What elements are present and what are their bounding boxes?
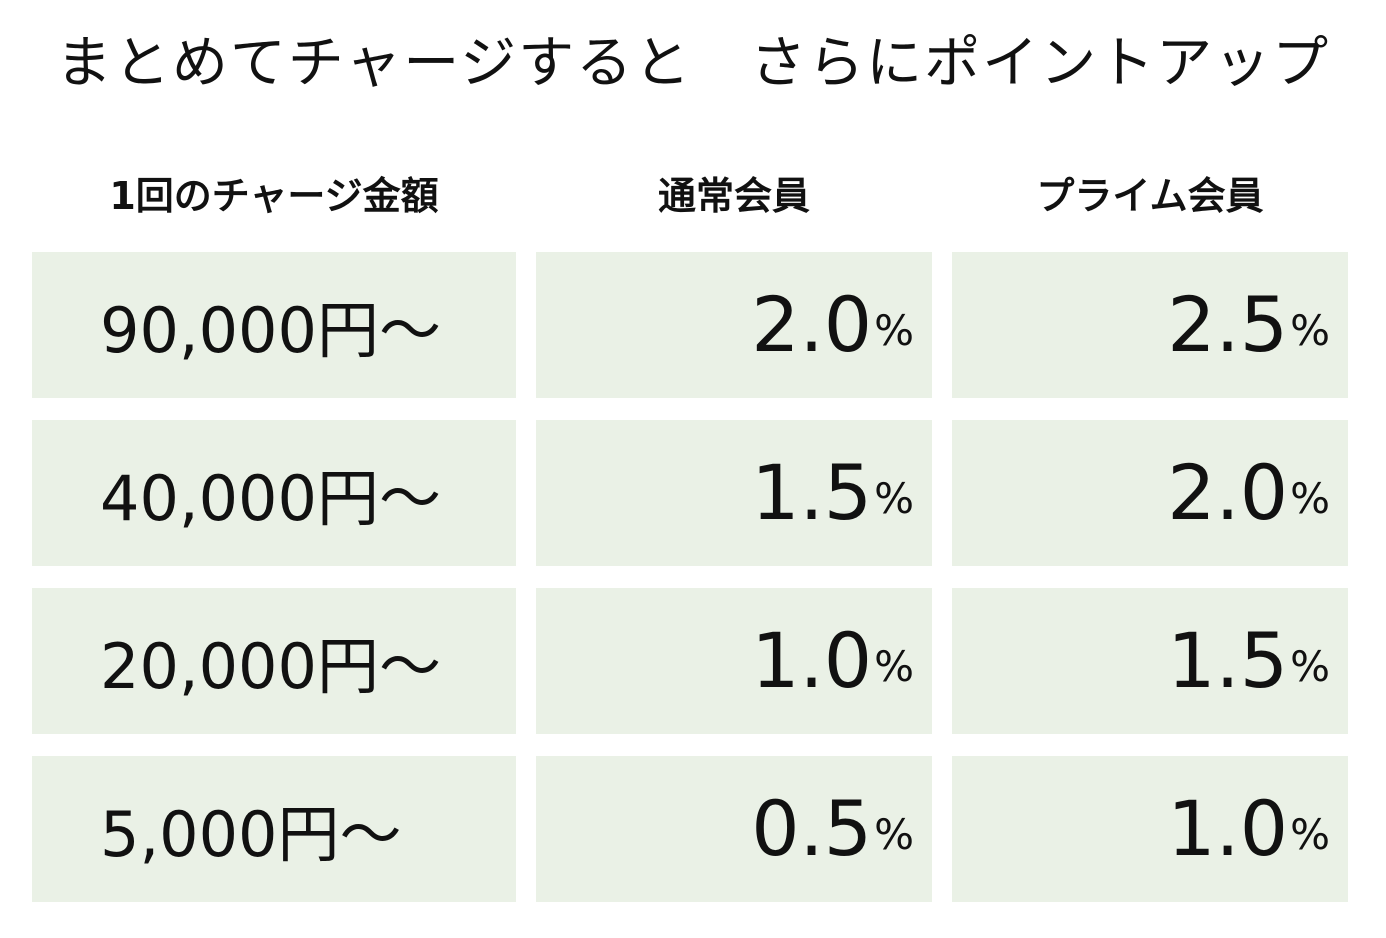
percent-unit: %	[874, 474, 914, 523]
amount-label: 40,000円〜	[100, 462, 441, 535]
percent-unit: %	[874, 306, 914, 355]
header-prime-member: プライム会員	[1036, 174, 1264, 218]
rate-value: 0.5	[751, 784, 873, 873]
page-title: まとめてチャージすると さらにポイントアップ	[55, 31, 1331, 96]
header-charge-amount: 1回のチャージ金額	[109, 174, 439, 218]
amount-cell: 90,000円〜	[32, 252, 516, 398]
amount-label: 90,000円〜	[100, 294, 441, 367]
amount-cell: 5,000円〜	[32, 756, 516, 902]
prime-rate-cell: 1.5%	[952, 588, 1348, 734]
percent-unit: %	[1290, 306, 1330, 355]
amount-label: 5,000円〜	[100, 798, 402, 871]
regular-rate-cell: 2.0%	[536, 252, 932, 398]
rate-value: 2.5	[1167, 280, 1289, 369]
amount-cell: 40,000円〜	[32, 420, 516, 566]
percent-unit: %	[1290, 642, 1330, 691]
rate-value: 2.0	[751, 280, 873, 369]
header-regular-member: 通常会員	[657, 174, 810, 218]
percent-unit: %	[874, 642, 914, 691]
rate-value: 2.0	[1167, 448, 1289, 537]
rate-value: 1.5	[751, 448, 873, 537]
rate-value: 1.5	[1167, 616, 1289, 705]
regular-rate-cell: 1.5%	[536, 420, 932, 566]
percent-unit: %	[1290, 474, 1330, 523]
percent-unit: %	[1290, 810, 1330, 859]
rate-value: 1.0	[751, 616, 873, 705]
prime-rate-cell: 1.0%	[952, 756, 1348, 902]
percent-unit: %	[874, 810, 914, 859]
amount-label: 20,000円〜	[100, 630, 441, 703]
regular-rate-cell: 1.0%	[536, 588, 932, 734]
prime-rate-cell: 2.0%	[952, 420, 1348, 566]
amount-cell: 20,000円〜	[32, 588, 516, 734]
prime-rate-cell: 2.5%	[952, 252, 1348, 398]
regular-rate-cell: 0.5%	[536, 756, 932, 902]
rate-value: 1.0	[1167, 784, 1289, 873]
